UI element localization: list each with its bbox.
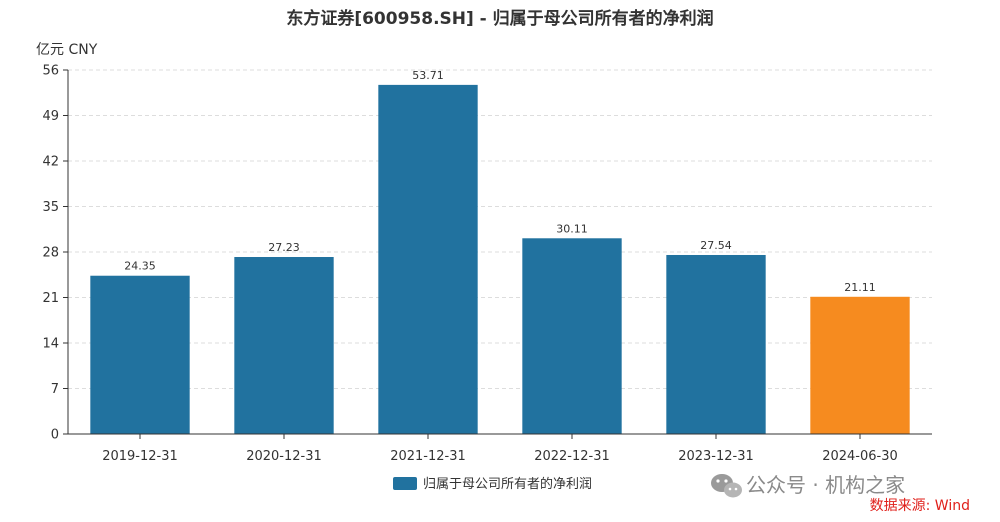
data-label: 27.23: [268, 241, 300, 254]
axes: [63, 69, 932, 439]
wechat-icon: [711, 474, 742, 498]
tick-labels: 0 7 14 21 28 35 42 49 56 24.35 2019-12-31 27.23 2020…: [42, 64, 897, 465]
bars: [90, 84, 910, 434]
y-tick-label: 0: [51, 428, 59, 443]
x-tick-label: 2022-12-31: [534, 449, 610, 464]
data-label: 24.35: [124, 260, 156, 273]
y-tick-label: 14: [42, 337, 59, 352]
x-tick-label: 2024-06-30: [822, 449, 898, 464]
y-tick-label: 7: [51, 382, 59, 397]
y-tick-label: 28: [42, 246, 59, 261]
x-tick-label: 2019-12-31: [102, 449, 178, 464]
y-tick-label: 42: [42, 155, 59, 170]
chart-title: 东方证券[600958.SH] - 归属于母公司所有者的净利润: [286, 8, 713, 29]
bar-2022-12-31[interactable]: [522, 238, 622, 434]
bar-2021-12-31[interactable]: [378, 84, 478, 434]
data-label: 30.11: [556, 222, 588, 235]
watermark: 公众号 · 机构之家: [711, 473, 905, 498]
bar-2019-12-31[interactable]: [90, 275, 190, 434]
y-tick-label: 49: [42, 109, 59, 124]
y-tick-label: 35: [42, 200, 59, 215]
bar-2023-12-31[interactable]: [666, 254, 766, 434]
y-axis-unit-label: 亿元 CNY: [36, 42, 98, 58]
data-label: 27.54: [700, 239, 732, 252]
legend-swatch: [393, 477, 417, 490]
watermark-text: 公众号 · 机构之家: [746, 473, 905, 497]
bar-2020-12-31[interactable]: [234, 257, 334, 434]
data-source: 数据来源: Wind: [870, 498, 970, 514]
legend[interactable]: 归属于母公司所有者的净利润: [393, 476, 592, 492]
x-tick-label: 2023-12-31: [678, 449, 754, 464]
x-tick-label: 2020-12-31: [246, 449, 322, 464]
y-tick-label: 56: [42, 64, 59, 79]
data-label: 21.11: [844, 281, 876, 294]
y-tick-label: 21: [42, 291, 59, 306]
legend-label: 归属于母公司所有者的净利润: [423, 476, 592, 492]
bar-2024-06-30[interactable]: [810, 296, 910, 434]
x-tick-label: 2021-12-31: [390, 449, 466, 464]
grid-lines: [68, 69, 932, 389]
data-label: 53.71: [412, 69, 444, 82]
